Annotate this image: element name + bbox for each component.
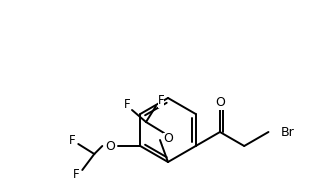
Text: F: F [73, 169, 80, 182]
Text: O: O [105, 139, 115, 152]
Text: F: F [69, 133, 76, 146]
Text: O: O [163, 133, 173, 146]
Text: F: F [158, 94, 164, 107]
Text: Br: Br [281, 126, 294, 139]
Text: O: O [215, 96, 225, 109]
Text: F: F [124, 99, 130, 112]
